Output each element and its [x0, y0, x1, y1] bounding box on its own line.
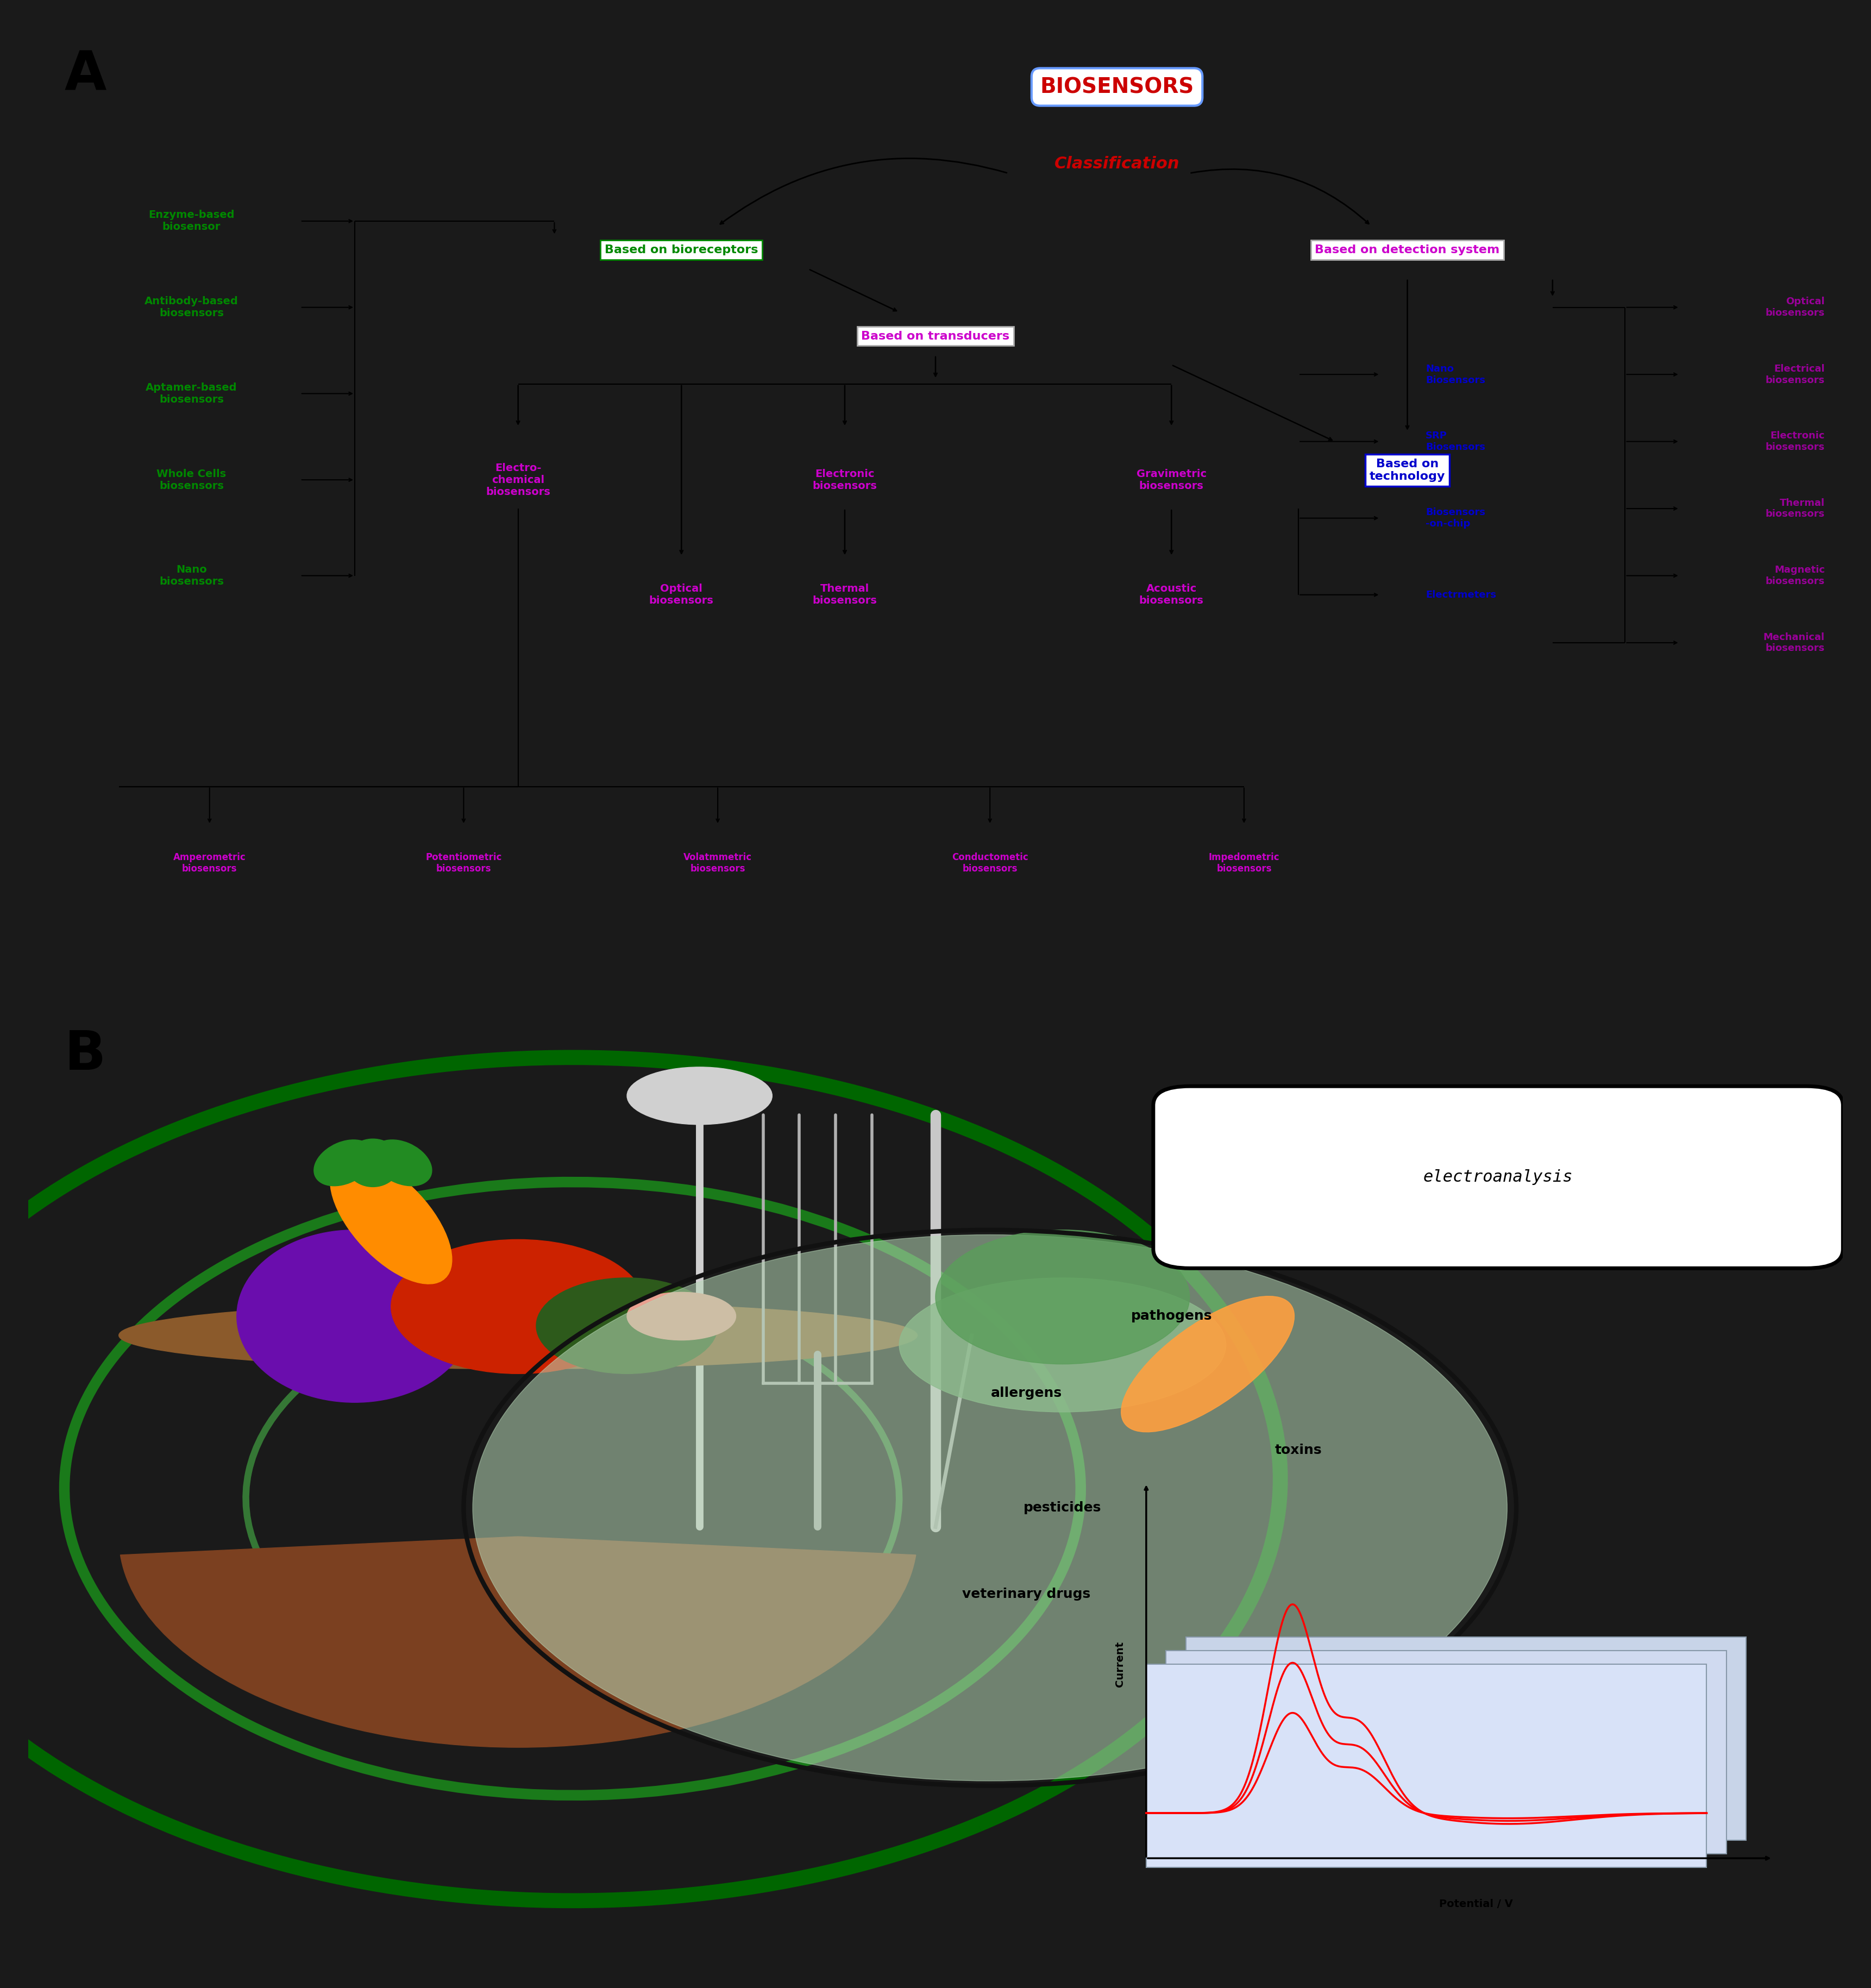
- Ellipse shape: [238, 1231, 473, 1402]
- Text: electroanalysis: electroanalysis: [1424, 1169, 1574, 1185]
- Text: Gravimetric
biosensors: Gravimetric biosensors: [1136, 469, 1207, 491]
- Text: Based on detection system: Based on detection system: [1315, 245, 1501, 254]
- Ellipse shape: [329, 1157, 453, 1284]
- Text: Impedometric
biosensors: Impedometric biosensors: [1209, 853, 1280, 873]
- FancyBboxPatch shape: [1147, 1664, 1706, 1867]
- Text: Whole Cells
biosensors: Whole Cells biosensors: [157, 469, 226, 491]
- Text: Based on
technology: Based on technology: [1370, 459, 1444, 481]
- Ellipse shape: [372, 1139, 432, 1187]
- Text: Antibody-based
biosensors: Antibody-based biosensors: [144, 296, 238, 318]
- Text: Conductometic
biosensors: Conductometic biosensors: [952, 853, 1029, 873]
- Text: B: B: [64, 1028, 107, 1081]
- Text: Aptamer-based
biosensors: Aptamer-based biosensors: [146, 382, 238, 406]
- Text: veterinary drugs: veterinary drugs: [962, 1588, 1091, 1600]
- Text: allergens: allergens: [990, 1386, 1063, 1400]
- Text: Enzyme-based
biosensor: Enzyme-based biosensor: [148, 211, 234, 233]
- Wedge shape: [120, 1537, 915, 1747]
- Circle shape: [473, 1235, 1508, 1781]
- Text: Amperometric
biosensors: Amperometric biosensors: [174, 853, 245, 873]
- Text: BIOSENSORS: BIOSENSORS: [1040, 78, 1194, 97]
- Text: Nano
Biosensors: Nano Biosensors: [1426, 364, 1486, 386]
- Text: Biosensors
-on-chip: Biosensors -on-chip: [1426, 507, 1486, 529]
- Ellipse shape: [627, 1292, 735, 1340]
- Text: Potential / V: Potential / V: [1439, 1899, 1514, 1908]
- Ellipse shape: [900, 1278, 1226, 1411]
- Circle shape: [391, 1241, 645, 1374]
- Text: Electronic
biosensors: Electronic biosensors: [1766, 431, 1824, 451]
- Ellipse shape: [346, 1139, 400, 1187]
- Text: Volatmmetric
biosensors: Volatmmetric biosensors: [683, 853, 752, 873]
- Circle shape: [537, 1278, 718, 1374]
- Text: Based on transducers: Based on transducers: [861, 330, 1010, 342]
- Text: Nano
biosensors: Nano biosensors: [159, 565, 225, 586]
- Text: Optical
biosensors: Optical biosensors: [649, 584, 713, 606]
- Text: Thermal
biosensors: Thermal biosensors: [812, 584, 877, 606]
- Ellipse shape: [314, 1139, 374, 1187]
- FancyBboxPatch shape: [1186, 1636, 1746, 1841]
- Text: Potentiometric
biosensors: Potentiometric biosensors: [425, 853, 501, 873]
- Text: Electrical
biosensors: Electrical biosensors: [1766, 364, 1824, 386]
- Text: Optical
biosensors: Optical biosensors: [1766, 296, 1824, 318]
- Text: Current: Current: [1115, 1642, 1124, 1686]
- Text: Acoustic
biosensors: Acoustic biosensors: [1139, 584, 1203, 606]
- Text: Based on bioreceptors: Based on bioreceptors: [604, 245, 758, 254]
- Text: pathogens: pathogens: [1130, 1310, 1212, 1322]
- FancyBboxPatch shape: [1153, 1085, 1843, 1268]
- Text: toxins: toxins: [1274, 1443, 1323, 1457]
- Text: Classification: Classification: [1055, 155, 1179, 171]
- Ellipse shape: [118, 1302, 917, 1370]
- Text: A: A: [64, 48, 107, 101]
- FancyBboxPatch shape: [1166, 1650, 1727, 1853]
- Ellipse shape: [1121, 1296, 1295, 1431]
- Ellipse shape: [627, 1068, 773, 1125]
- Text: Thermal
biosensors: Thermal biosensors: [1766, 499, 1824, 519]
- Text: Magnetic
biosensors: Magnetic biosensors: [1766, 565, 1824, 586]
- Text: Electrmeters: Electrmeters: [1426, 590, 1497, 600]
- Text: Mechanical
biosensors: Mechanical biosensors: [1762, 632, 1824, 654]
- Text: SRP
Biosensors: SRP Biosensors: [1426, 431, 1486, 451]
- Text: Electro-
chemical
biosensors: Electro- chemical biosensors: [486, 463, 550, 497]
- Text: pesticides: pesticides: [1023, 1501, 1102, 1515]
- Circle shape: [936, 1231, 1190, 1364]
- Text: Electronic
biosensors: Electronic biosensors: [812, 469, 877, 491]
